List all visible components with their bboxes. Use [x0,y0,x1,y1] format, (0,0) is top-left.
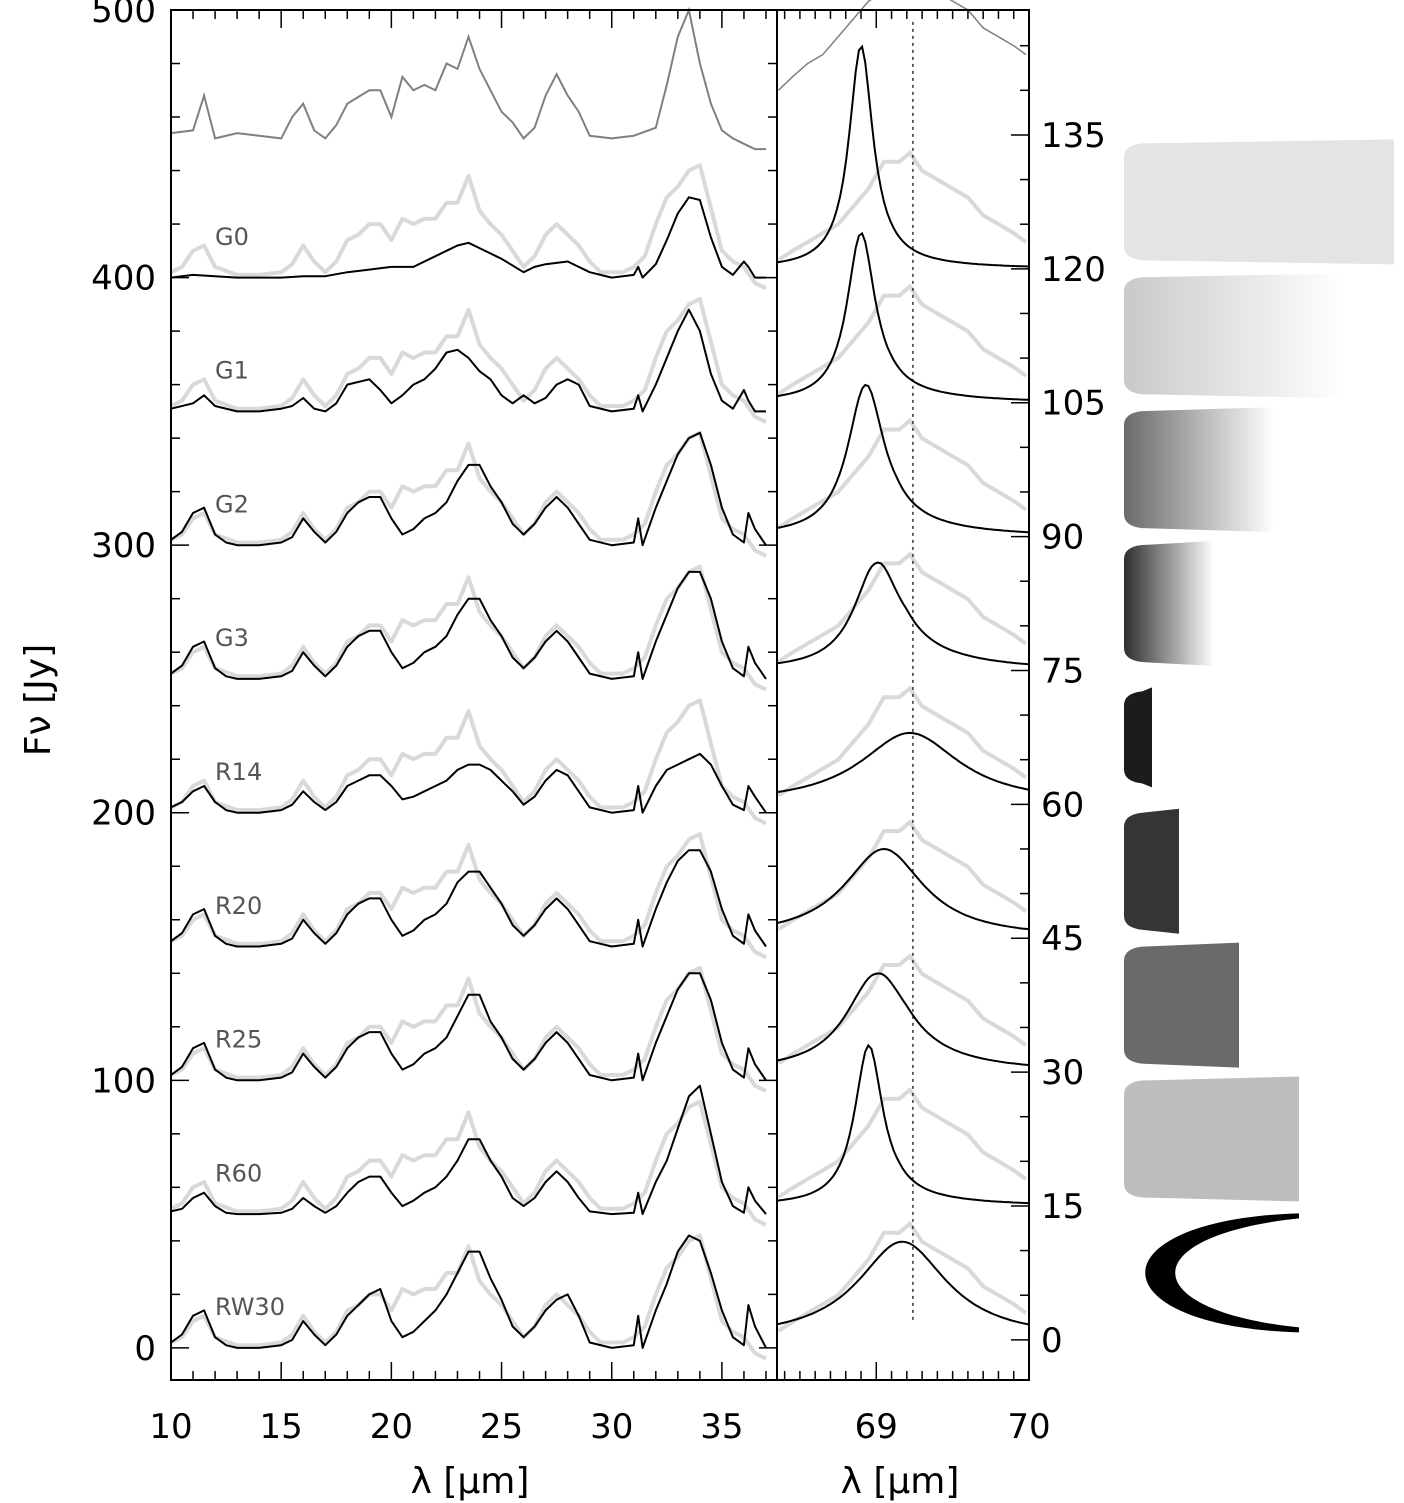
observed-profile-g1 [170,297,767,424]
x-tick-label: 20 [370,1407,413,1447]
left-spectra-panel: G0 G1 G2 G3 R14 R20 R25 R60 RW30 10 15 20 25 30 35 0 100… [91,0,778,1447]
x-tick-label: 25 [480,1407,523,1447]
curve-label-r25: R25 [215,1026,262,1054]
model-profile-r60 [776,1043,1030,1205]
observed-profile-r14 [777,685,1028,798]
shape-g3 [1124,541,1214,667]
curve-label-r20: R20 [215,892,262,920]
model-curve-r14 [170,752,767,814]
curve-label-g1: G1 [215,357,249,385]
y-tick-label: 105 [1041,384,1106,424]
observed-profile-r14 [170,698,767,826]
x-tick-label: 10 [149,1407,192,1447]
left-y-axis-label: Fν [Jy] [18,644,59,756]
observed-profile-g2 [777,417,1028,530]
observed-profile-g1 [777,283,1028,396]
y-tick-label: 400 [91,259,156,299]
model-curve-g1 [170,308,766,413]
observed-profile-r60 [170,1099,767,1227]
model-curve-rw30 [170,1234,767,1349]
shape-r20 [1124,808,1179,934]
observed-reference-spectrum [777,0,1027,91]
right-panel-frame [776,9,1030,1381]
model-profile-g2 [776,383,1030,534]
y-tick-label: 60 [1041,785,1084,825]
shape-column [1124,139,1394,1333]
model-curve-r25 [170,972,767,1082]
model-curve-r20 [170,849,767,948]
model-curve-g2 [170,431,767,547]
y-tick-label: 15 [1041,1187,1084,1227]
model-profile-g1 [776,231,1030,401]
shape-g2 [1124,407,1274,533]
model-curve-g3 [170,570,767,680]
observed-profile-rw30 [170,1233,767,1361]
curve-label-g2: G2 [215,490,249,518]
y-tick-label: 90 [1041,518,1084,558]
y-tick-label: 300 [91,526,156,566]
observed-profile-g3 [170,564,767,692]
model-profile-g3 [776,561,1030,666]
observed-profile-r25 [170,965,767,1093]
shape-g1 [1124,273,1344,399]
shape-r14 [1124,687,1152,788]
curve-label-r60: R60 [215,1159,262,1187]
observed-profile-r20 [777,819,1028,931]
x-tick-label: 15 [260,1407,303,1447]
y-tick-label: 120 [1041,250,1106,290]
observed-profile-g2 [170,430,767,558]
curve-label-r14: R14 [215,758,262,786]
observed-profile-g0 [777,149,1028,262]
x-tick-label: 35 [700,1407,743,1447]
x-tick-label: 69 [855,1407,898,1447]
observed-profile-r60 [777,1086,1028,1199]
observed-profile-rw30 [777,1220,1028,1333]
y-tick-label: 0 [1041,1321,1063,1361]
shape-r60 [1124,1076,1299,1202]
y-tick-label: 500 [91,0,156,31]
y-tick-label: 200 [91,794,156,834]
x-tick-label: 30 [590,1407,633,1447]
shape-rw30 [1145,1213,1299,1333]
model-profile-r25 [776,972,1030,1066]
curve-label-g0: G0 [215,223,249,251]
y-tick-label: 0 [134,1329,156,1369]
right-x-axis-label: λ [μm] [841,1461,960,1502]
model-curve-r60 [170,1084,767,1216]
left-x-axis-label: λ [μm] [411,1461,530,1502]
observed-profile-g3 [777,551,1028,664]
model-profile-r20 [776,847,1030,931]
curve-label-g3: G3 [215,624,249,652]
model-curve-g0 [170,196,766,279]
observed-profile-r25 [777,953,1028,1065]
observed-profile-g0 [170,163,767,291]
observed-profile-r20 [170,832,767,960]
curve-label-rw30: RW30 [215,1293,285,1321]
y-tick-label: 30 [1041,1053,1084,1093]
shape-r25 [1124,942,1239,1068]
x-tick-label: 70 [1007,1407,1050,1447]
model-profile-g0 [776,44,1030,268]
y-tick-label: 100 [91,1061,156,1101]
model-profile-r14 [776,731,1030,794]
model-profile-rw30 [776,1240,1030,1326]
y-tick-label: 45 [1041,919,1084,959]
y-tick-label: 135 [1041,116,1106,156]
y-tick-label: 75 [1041,651,1084,691]
observed-reference-spectrum [170,6,766,151]
shape-g0 [1124,139,1394,265]
right-spectra-panel: 69 70 0 15 30 45 60 75 90 105 120 135 [776,0,1106,1447]
